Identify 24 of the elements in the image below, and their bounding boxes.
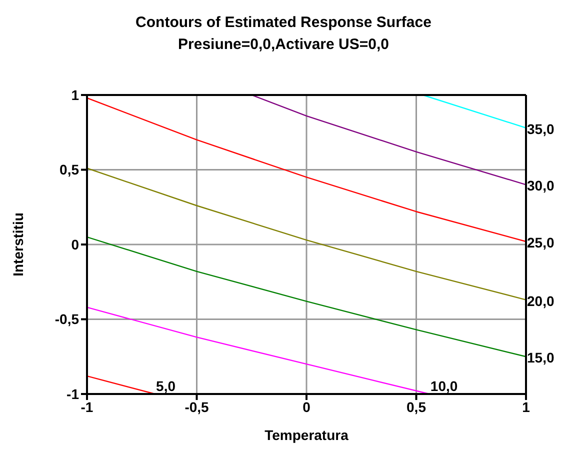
chart-subtitle: Presiune=0,0,Activare US=0,0	[177, 35, 390, 55]
series-label: 10,0	[430, 378, 458, 394]
y-axis-title: Interstitiu	[10, 212, 26, 276]
series-label: 20,0	[527, 292, 554, 309]
y-tick-label: 0,5	[60, 162, 80, 178]
line-series	[251, 95, 526, 186]
y-tick-label: 0	[71, 236, 80, 252]
series-label: 15,0	[527, 350, 554, 366]
x-tick-label: 0,5	[406, 398, 426, 415]
series-label: 25,0	[527, 234, 554, 251]
x-tick-label: 1	[522, 398, 530, 415]
line-series	[87, 168, 526, 300]
line-series	[87, 236, 526, 358]
line-series	[87, 97, 526, 242]
series-label: 5,0	[156, 378, 176, 394]
x-axis-title: Temperatura	[264, 427, 349, 443]
y-tick-label: -1	[66, 386, 80, 402]
x-tick-label: -0,5	[184, 398, 210, 415]
chart-title: Contours of Estimated Response Surface	[134, 13, 432, 33]
y-tick-label: -0,5	[54, 311, 80, 328]
series-label: 35,0	[527, 120, 554, 137]
y-tick-label: 1	[71, 86, 80, 103]
x-tick-label: 0	[302, 398, 311, 415]
series-label: 30,0	[527, 178, 554, 194]
